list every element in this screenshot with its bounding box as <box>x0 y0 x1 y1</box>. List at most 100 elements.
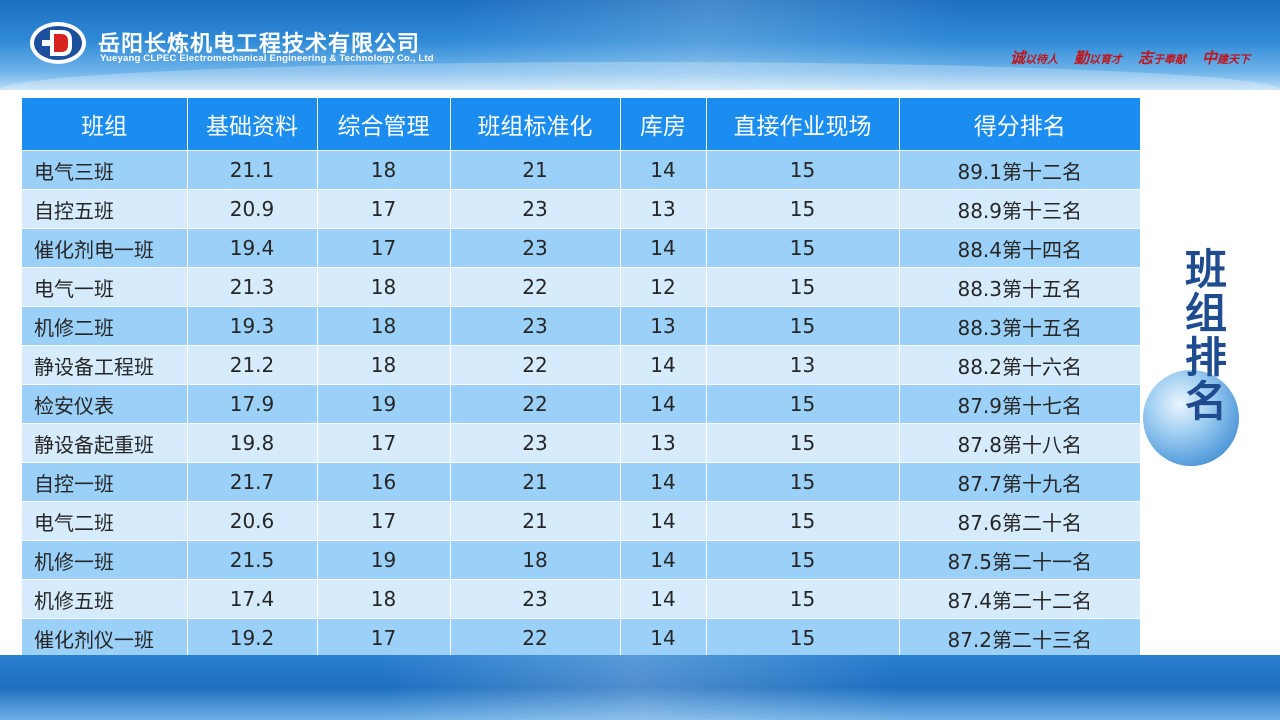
table-row: 自控五班 20.9 17 23 13 15 88.9第十三名 <box>22 189 1140 229</box>
slogan-1: 诚以待人 <box>1009 49 1058 67</box>
banner-streak <box>0 0 1280 90</box>
column-header: 基础资料 <box>187 98 318 151</box>
slogan-4: 中建天下 <box>1201 49 1250 67</box>
score-cell: 18 <box>450 540 621 580</box>
score-cell: 12 <box>620 267 707 307</box>
score-cell: 19.2 <box>187 618 318 657</box>
score-cell: 18 <box>317 345 451 385</box>
score-cell: 17 <box>317 189 451 229</box>
table-row: 电气三班 21.1 18 21 14 15 89.1第十二名 <box>22 150 1140 190</box>
page-title: 班 组 排 名 <box>1184 245 1227 426</box>
score-cell: 15 <box>706 189 900 229</box>
score-cell: 21 <box>450 150 621 190</box>
team-name-cell: 机修五班 <box>22 579 188 619</box>
score-cell: 19 <box>317 540 451 580</box>
score-cell: 15 <box>706 423 900 463</box>
score-cell: 22 <box>450 267 621 307</box>
score-cell: 14 <box>620 540 707 580</box>
score-cell: 14 <box>620 462 707 502</box>
team-name-cell: 电气二班 <box>22 501 188 541</box>
score-cell: 22 <box>450 384 621 424</box>
team-name-cell: 催化剂电一班 <box>22 228 188 268</box>
score-cell: 18 <box>317 579 451 619</box>
score-cell: 13 <box>620 306 707 346</box>
score-cell: 15 <box>706 267 900 307</box>
score-cell: 19.4 <box>187 228 318 268</box>
score-cell: 88.3第十五名 <box>899 306 1140 346</box>
table-row: 静设备工程班 21.2 18 22 14 13 88.2第十六名 <box>22 345 1140 385</box>
table-row: 电气一班 21.3 18 22 12 15 88.3第十五名 <box>22 267 1140 307</box>
score-cell: 14 <box>620 384 707 424</box>
score-cell: 21.1 <box>187 150 318 190</box>
score-cell: 21.5 <box>187 540 318 580</box>
score-cell: 15 <box>706 306 900 346</box>
score-cell: 13 <box>706 345 900 385</box>
score-cell: 19 <box>317 384 451 424</box>
score-cell: 13 <box>620 423 707 463</box>
score-cell: 23 <box>450 306 621 346</box>
team-name-cell: 自控五班 <box>22 189 188 229</box>
column-header: 综合管理 <box>317 98 451 151</box>
score-cell: 15 <box>706 618 900 657</box>
company-logo-icon <box>30 22 86 64</box>
ranking-table-container: 班组 基础资料 综合管理 班组标准化 库房 直接作业现场 得分排名 电气三班 21.1 18 21… <box>22 98 1140 657</box>
table-row: 检安仪表 17.9 19 22 14 15 87.9第十七名 <box>22 384 1140 424</box>
team-name-cell: 自控一班 <box>22 462 188 502</box>
column-header: 直接作业现场 <box>706 98 900 151</box>
score-cell: 17.4 <box>187 579 318 619</box>
team-name-cell: 机修一班 <box>22 540 188 580</box>
slogan-2: 勤以育才 <box>1073 49 1122 67</box>
table-row: 机修二班 19.3 18 23 13 15 88.3第十五名 <box>22 306 1140 346</box>
score-cell: 20.9 <box>187 189 318 229</box>
table-body: 电气三班 21.1 18 21 14 15 89.1第十二名 自控五班 20.9 17 23 13 15… <box>22 150 1140 657</box>
score-cell: 23 <box>450 228 621 268</box>
score-cell: 15 <box>706 150 900 190</box>
table-row: 静设备起重班 19.8 17 23 13 15 87.8第十八名 <box>22 423 1140 463</box>
score-cell: 17 <box>317 423 451 463</box>
team-name-cell: 电气三班 <box>22 150 188 190</box>
header-banner: 岳阳长炼机电工程技术有限公司 Yueyang CLPEC Electromech… <box>0 0 1280 90</box>
footer-banner <box>0 655 1280 720</box>
score-cell: 18 <box>317 150 451 190</box>
score-cell: 15 <box>706 579 900 619</box>
team-name-cell: 催化剂仪一班 <box>22 618 188 657</box>
score-cell: 23 <box>450 189 621 229</box>
column-header: 班组 <box>22 98 188 151</box>
company-name-en: Yueyang CLPEC Electromechanical Engineer… <box>100 53 434 64</box>
score-cell: 87.9第十七名 <box>899 384 1140 424</box>
score-cell: 15 <box>706 501 900 541</box>
score-cell: 87.7第十九名 <box>899 462 1140 502</box>
footer-streak <box>0 655 1280 720</box>
score-cell: 18 <box>317 306 451 346</box>
score-cell: 89.1第十二名 <box>899 150 1140 190</box>
score-cell: 88.3第十五名 <box>899 267 1140 307</box>
score-cell: 14 <box>620 579 707 619</box>
score-cell: 22 <box>450 345 621 385</box>
score-cell: 17 <box>317 501 451 541</box>
score-cell: 87.6第二十名 <box>899 501 1140 541</box>
score-cell: 16 <box>317 462 451 502</box>
team-name-cell: 静设备起重班 <box>22 423 188 463</box>
score-cell: 15 <box>706 384 900 424</box>
score-cell: 17.9 <box>187 384 318 424</box>
table-row: 自控一班 21.7 16 21 14 15 87.7第十九名 <box>22 462 1140 502</box>
score-cell: 21.2 <box>187 345 318 385</box>
table-header-row: 班组 基础资料 综合管理 班组标准化 库房 直接作业现场 得分排名 <box>22 98 1140 151</box>
score-cell: 88.4第十四名 <box>899 228 1140 268</box>
decorative-sphere <box>1143 370 1239 466</box>
score-cell: 15 <box>706 228 900 268</box>
score-cell: 21.3 <box>187 267 318 307</box>
score-cell: 87.2第二十三名 <box>899 618 1140 657</box>
score-cell: 13 <box>620 189 707 229</box>
score-cell: 23 <box>450 423 621 463</box>
score-cell: 87.5第二十一名 <box>899 540 1140 580</box>
score-cell: 19.8 <box>187 423 318 463</box>
score-cell: 18 <box>317 267 451 307</box>
score-cell: 87.4第二十二名 <box>899 579 1140 619</box>
team-name-cell: 电气一班 <box>22 267 188 307</box>
score-cell: 87.8第十八名 <box>899 423 1140 463</box>
table-row: 催化剂电一班 19.4 17 23 14 15 88.4第十四名 <box>22 228 1140 268</box>
score-cell: 22 <box>450 618 621 657</box>
score-cell: 17 <box>317 228 451 268</box>
score-cell: 14 <box>620 618 707 657</box>
